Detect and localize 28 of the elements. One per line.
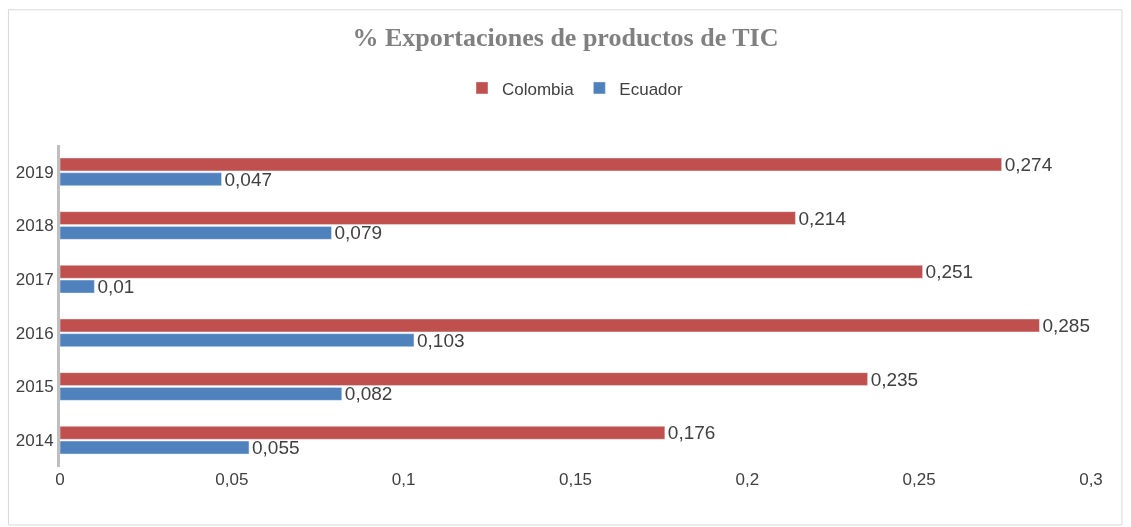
data-label: 0,274: [1004, 153, 1053, 175]
x-tick-label: 0,3: [1079, 470, 1103, 489]
chart-title: % Exportaciones de productos de TIC: [352, 22, 779, 52]
data-label: 0,079: [334, 222, 383, 244]
data-label: 0,214: [798, 207, 847, 229]
x-tick-label: 0,1: [391, 470, 416, 489]
y-tick-label: 2015: [15, 377, 54, 397]
data-label: 0,285: [1042, 314, 1090, 336]
data-label: 0,055: [252, 437, 300, 459]
data-label: 0,103: [416, 329, 465, 351]
y-tick-label: 2019: [15, 162, 54, 182]
y-tick-label: 2018: [15, 216, 54, 236]
x-tick-label: 0,2: [735, 470, 760, 489]
data-label: 0,01: [97, 276, 135, 298]
x-tick-label: 0,15: [558, 470, 593, 489]
data-label: 0,082: [344, 383, 393, 405]
data-label: 0,047: [224, 168, 273, 190]
data-label: 0,176: [667, 422, 716, 444]
y-tick-label: 2014: [15, 431, 54, 451]
y-tick-label: 2017: [15, 270, 54, 290]
x-tick-label: 0: [55, 470, 65, 489]
data-label: 0,235: [870, 368, 919, 390]
y-tick-label: 2016: [15, 323, 54, 343]
x-tick-label: 0,05: [215, 470, 249, 489]
legend-label: Colombia: [502, 79, 575, 99]
x-tick-label: 0,25: [902, 470, 936, 489]
data-label: 0,251: [925, 261, 974, 283]
legend-label: Ecuador: [619, 79, 684, 99]
